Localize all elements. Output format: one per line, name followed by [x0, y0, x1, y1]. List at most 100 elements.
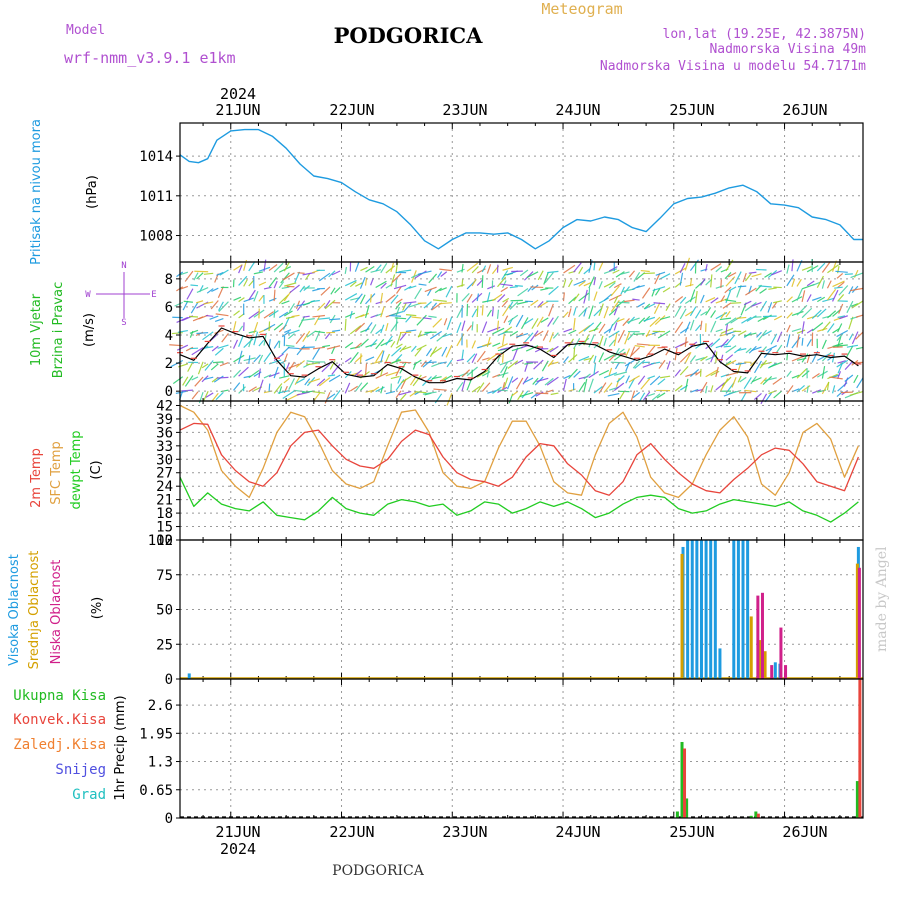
wind-arrow [725, 310, 731, 318]
wind-arrow [219, 361, 229, 367]
wind-arrow [509, 301, 519, 310]
wind-arrow [700, 355, 708, 362]
wind-arrow [273, 309, 276, 318]
low-cloud-ylabel: Niska Oblacnost [49, 560, 64, 665]
wind-arrow [550, 392, 559, 396]
wind-arrow [626, 317, 640, 324]
wind-arrow [725, 290, 732, 304]
wind-arrow [436, 332, 448, 342]
wind-arrow [647, 375, 656, 380]
mid-cloud-bar [763, 651, 767, 679]
low-cloud-bar [857, 567, 861, 679]
wind-arrow [344, 279, 357, 287]
wind-arrow [826, 288, 837, 301]
wind-arrow [567, 308, 572, 318]
wind-arrow [821, 261, 831, 273]
wind-arrow [344, 318, 347, 331]
wind-arrow [786, 334, 791, 348]
wind-arrow [183, 300, 193, 303]
wind-arrow [414, 270, 427, 279]
wind-arrow [511, 390, 519, 397]
wind-arrow [186, 288, 194, 300]
wind-arrow [624, 359, 635, 367]
wind-arrow [745, 287, 757, 296]
wind-arrow [456, 322, 462, 334]
pressure-series [179, 128, 863, 250]
wind-arrow [502, 304, 511, 317]
wind-arrow [715, 285, 724, 289]
wind-arrow [431, 346, 442, 355]
wind-arrow [674, 305, 682, 317]
precip-total-bar [754, 811, 758, 818]
wind-arrow [856, 377, 864, 389]
wind-arrow [253, 291, 259, 302]
temp-unit: (C) [89, 460, 104, 479]
wind-arrow [617, 301, 630, 304]
wind-arrow [725, 299, 737, 303]
wind-arrow [657, 330, 671, 339]
wind-arrow [174, 301, 184, 307]
wind-arrow [191, 376, 199, 381]
wind-arrow [354, 382, 363, 392]
wind-arrow [432, 299, 447, 302]
wind-arrow [203, 301, 214, 305]
wind-arrow [324, 299, 336, 310]
wind-arrow [638, 317, 646, 325]
wind-arrow [593, 321, 602, 332]
wind-arrow [679, 263, 686, 274]
wind-arrow [610, 361, 625, 364]
wind-arrow [634, 359, 646, 369]
wind-arrow [603, 337, 607, 346]
high-cloud-bar [732, 540, 736, 679]
wind-arrow [720, 311, 726, 319]
wind-arrow [593, 362, 597, 376]
wind-arrow [624, 331, 631, 345]
wind-arrow [220, 389, 229, 393]
wind-arrow [653, 302, 661, 315]
wind-arrow [456, 381, 464, 392]
wind-arrow [354, 369, 362, 376]
wind-arrow [722, 302, 732, 309]
wind-arrow [380, 339, 393, 347]
wind-arrow [390, 262, 395, 273]
wind-arrow [616, 375, 625, 383]
wind-arrow [430, 302, 438, 311]
wind-arrow [375, 386, 385, 393]
wind-arrow [620, 286, 625, 295]
wind-arrow [399, 345, 407, 353]
wind-arrow [466, 325, 473, 332]
wind-arrow [812, 281, 821, 286]
wind-arrow [839, 315, 848, 320]
wind-arrow [248, 386, 257, 393]
wind-arrow [294, 271, 301, 283]
wind-arrow [826, 323, 835, 333]
wind-arrow [826, 381, 830, 391]
wind-arrow [656, 392, 666, 399]
precip-legend-total: Ukupna Kisa [13, 688, 106, 704]
wind-arrow [700, 311, 708, 316]
wind-arrow [277, 389, 290, 394]
wind-arrow [776, 331, 783, 343]
wind-arrow [375, 338, 385, 350]
wind-arrow [238, 350, 243, 365]
wind-arrow [710, 274, 713, 288]
wind-arrow [598, 323, 606, 334]
wind-arrow [364, 363, 368, 376]
wind-arrow [403, 301, 417, 304]
wind-arrow [414, 287, 422, 300]
wind-arrow [312, 347, 321, 360]
wind-arrow [360, 266, 368, 272]
wind-arrow [391, 347, 402, 357]
wind-arrow [791, 310, 804, 317]
low-cloud-bar [760, 592, 764, 679]
wind-arrow [487, 390, 497, 394]
wind-arrow [328, 374, 341, 383]
wind-arrow [355, 282, 363, 287]
y-tick-label: 30 [156, 452, 173, 468]
wind-arrow [674, 321, 684, 334]
y-tick-label: 6 [165, 300, 173, 316]
wind-arrow [283, 261, 291, 272]
wind-arrow [492, 342, 501, 347]
wind-arrow [685, 310, 694, 317]
